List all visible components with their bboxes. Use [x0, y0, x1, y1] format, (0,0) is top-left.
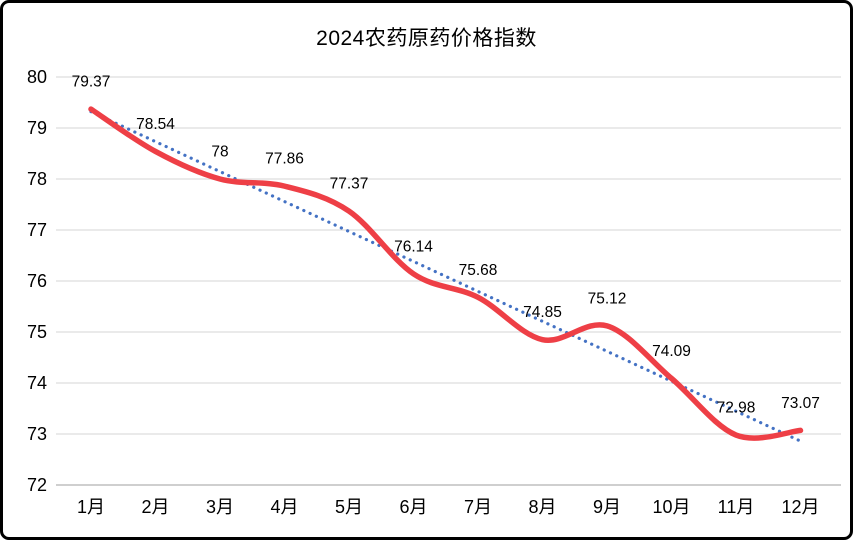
data-label: 75.12: [588, 290, 627, 307]
x-axis-tick-label: 4月: [270, 497, 298, 517]
y-axis-tick-label: 79: [27, 118, 47, 138]
data-label: 78.54: [136, 116, 175, 133]
x-axis-tick-label: 5月: [335, 497, 363, 517]
x-axis-tick-label: 3月: [206, 497, 234, 517]
x-axis-tick-label: 10月: [652, 497, 690, 517]
trendline-dotted: [89, 110, 803, 443]
y-axis-tick-label: 80: [27, 67, 47, 87]
chart-title: 2024农药原药价格指数: [316, 27, 537, 50]
data-label: 77.86: [265, 151, 304, 168]
y-axis-tick-label: 76: [27, 271, 47, 291]
x-axis-tick-label: 7月: [464, 497, 492, 517]
x-axis-tick-label: 1月: [77, 497, 105, 517]
price-index-line-chart: 80 79 78 77 76 75 74 73 72 1月 2月 3月 4月 5月 6月 7月 8月 9月 10月 1…: [27, 67, 841, 517]
y-axis-tick-label: 74: [27, 373, 47, 393]
data-label: 76.14: [394, 238, 433, 255]
y-axis-tick-label: 72: [27, 475, 47, 495]
y-axis-tick-label: 75: [27, 322, 47, 342]
data-label: 75.68: [459, 262, 498, 279]
data-label: 78: [211, 144, 228, 161]
data-label: 74.85: [523, 304, 562, 321]
data-label: 74.09: [652, 343, 691, 360]
x-axis-tick-label: 9月: [593, 497, 621, 517]
x-axis-tick-label: 8月: [528, 497, 556, 517]
data-label: 77.37: [330, 176, 369, 193]
data-label: 79.37: [72, 74, 111, 91]
x-axis-tick-label: 12月: [781, 497, 819, 517]
x-axis-tick-label: 11月: [718, 497, 755, 517]
y-axis-tick-label: 77: [27, 220, 47, 240]
y-axis-tick-label: 73: [27, 424, 47, 444]
data-label: 72.98: [717, 400, 756, 417]
price-index-series-line: [88, 106, 804, 441]
x-axis-tick-label: 6月: [399, 497, 427, 517]
data-label: 73.07: [781, 395, 820, 412]
y-axis-tick-label: 78: [27, 169, 47, 189]
x-axis-tick-label: 2月: [141, 497, 169, 517]
